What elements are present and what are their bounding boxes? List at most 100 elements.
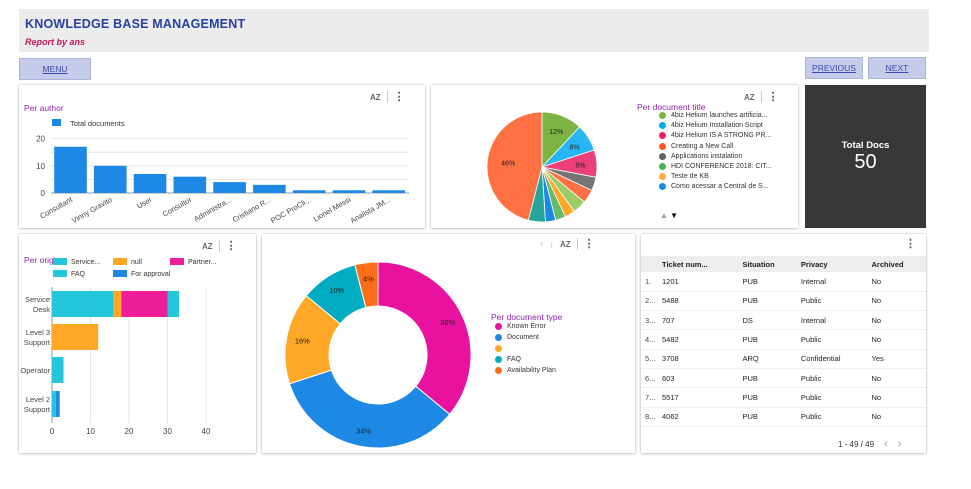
column-header[interactable]: Ticket num... (658, 256, 739, 272)
document-title-pie-chart: 46% 12% 8% 8% (486, 111, 598, 223)
table-cell: No (867, 310, 926, 331)
pager-range: 1 - 49 / 49 (838, 439, 875, 449)
table-cell: PUB (738, 426, 797, 433)
x-tick-label: Cristiano R... (231, 195, 273, 224)
column-header[interactable]: Archived (867, 256, 926, 272)
legend-dot (659, 152, 666, 160)
bar (372, 190, 406, 193)
origin-chart-card: AZ ⋮ Per origin Service... null Partner...… (19, 234, 256, 453)
type-chart-card: ↑ ↓ AZ ⋮ 36% 34% 16% 10% 4% Per document typ… (262, 234, 635, 453)
table-cell: Public (796, 407, 868, 427)
legend-dot (495, 323, 502, 330)
legend-item: 4biz Helium Installation Script (659, 122, 772, 130)
bar (54, 146, 87, 193)
legend-item: FAQ (495, 356, 556, 363)
index-column-header (641, 256, 658, 272)
table-pager: 1 - 49 / 49 ‹ › (838, 438, 901, 450)
table-row[interactable]: 4... 5482 PUB Public No (641, 329, 926, 350)
table-cell: DS (738, 310, 797, 331)
legend-swatch (170, 258, 184, 265)
y-tick-label: 0 (41, 189, 46, 198)
y-tick-label: Support (24, 405, 51, 414)
table-cell: PUB (738, 291, 797, 312)
table-cell: 5482 (658, 329, 739, 350)
bar (133, 173, 167, 193)
sort-icon[interactable]: AZ (560, 239, 571, 249)
sort-icon[interactable]: AZ (202, 241, 213, 251)
legend-dot (659, 173, 666, 181)
origin-chart-title: Per origin (24, 255, 61, 265)
table-cell: 5501 (658, 426, 739, 433)
legend-item: Como acessar a Central de S... (659, 183, 772, 191)
legend-dot (659, 183, 666, 191)
legend-label: Known Error (507, 323, 546, 330)
slice-label: 8% (575, 163, 585, 170)
legend-pager[interactable]: ▲ ▼ (660, 211, 679, 220)
x-tick-label: 0 (50, 427, 55, 436)
legend-label: null (131, 259, 142, 266)
report-subtitle: Report by ans (25, 37, 86, 47)
legend-label: Service... (71, 259, 100, 266)
bar-segment (113, 291, 122, 317)
more-options-icon[interactable]: ⋮ (767, 91, 779, 103)
column-header[interactable]: Privacy (796, 256, 868, 272)
table-row[interactable]: 3... 707 DS Internal No (641, 310, 926, 331)
bar (93, 165, 127, 193)
legend-item: HDI CONFERENCE 2018: CIT... (659, 162, 772, 170)
pager-next-icon[interactable]: › (897, 438, 902, 450)
table-cell: Public (796, 426, 868, 433)
y-tick-label: Level 2 (26, 395, 50, 404)
more-options-icon[interactable]: ⋮ (225, 240, 237, 252)
x-tick-label: Lionel Messi (312, 195, 353, 224)
column-header[interactable]: Situation (738, 256, 797, 272)
table-cell: Internal (796, 310, 868, 331)
legend-label: Como acessar a Central de S... (671, 183, 769, 191)
author-chart-title: Per author (24, 103, 64, 113)
next-button[interactable]: NEXT (868, 57, 926, 79)
table-row[interactable]: 2... 5488 PUB Public No (641, 291, 926, 312)
legend-swatch (53, 258, 67, 265)
legend-item (495, 345, 556, 352)
divider (218, 240, 220, 252)
bar (253, 184, 286, 193)
sort-ascending-icon[interactable]: ↑ (539, 239, 544, 249)
table-cell: PUB (738, 387, 797, 408)
table-cell: No (867, 291, 926, 312)
table-row[interactable]: 8... 4062 PUB Public No (641, 407, 926, 427)
total-docs-value: 50 (854, 151, 877, 173)
bar-segment (167, 291, 180, 317)
legend-dot (659, 142, 666, 150)
more-options-icon[interactable]: ⋮ (583, 238, 595, 250)
bar-segment (52, 324, 99, 350)
table-row[interactable]: 9...5501PUBPublicNo (641, 426, 926, 433)
report-title: KNOWLEDGE BASE MANAGEMENT (25, 17, 246, 31)
more-options-icon[interactable]: ⋮ (905, 238, 916, 250)
x-tick-label: Vinny Gravito (70, 195, 113, 225)
author-chart-card: Per author AZ ⋮ Total documents 0 10 20 Con… (19, 85, 425, 228)
bar-segment (52, 291, 114, 317)
table-row[interactable]: 5... 3708 ARQ Confidential Yes (641, 349, 926, 369)
y-tick-label: 20 (36, 135, 45, 144)
table-cell: ARQ (738, 349, 797, 369)
x-tick-label: Analista JM... (349, 195, 392, 225)
sort-icon[interactable]: AZ (744, 92, 755, 102)
ticket-table-viewport[interactable]: Ticket num... Situation Privacy Archived 1.… (641, 256, 926, 433)
row-index: 3... (641, 310, 658, 331)
previous-button[interactable]: PREVIOUS (805, 57, 863, 79)
table-row[interactable]: 6... 603 PUB Public No (641, 368, 926, 389)
x-tick-label: 40 (202, 427, 211, 436)
sort-icon[interactable]: AZ (370, 92, 381, 102)
y-tick-label: Level 3 (26, 328, 50, 337)
legend-label: For approval (131, 271, 171, 278)
report-header: KNOWLEDGE BASE MANAGEMENT Report by ans (19, 9, 929, 52)
more-options-icon[interactable]: ⋮ (393, 91, 405, 103)
menu-button[interactable]: MENU (19, 58, 91, 80)
table-row[interactable]: 7... 5517 PUB Public No (641, 387, 926, 408)
sort-descending-icon[interactable]: ↓ (549, 239, 555, 249)
legend-label: Document (507, 334, 539, 341)
legend-swatch (52, 119, 61, 126)
table-cell: No (867, 329, 926, 350)
bar-segment (52, 357, 64, 383)
table-row[interactable]: 1. 1201 PUB Internal No (641, 272, 926, 292)
pager-prev-icon[interactable]: ‹ (884, 438, 888, 450)
